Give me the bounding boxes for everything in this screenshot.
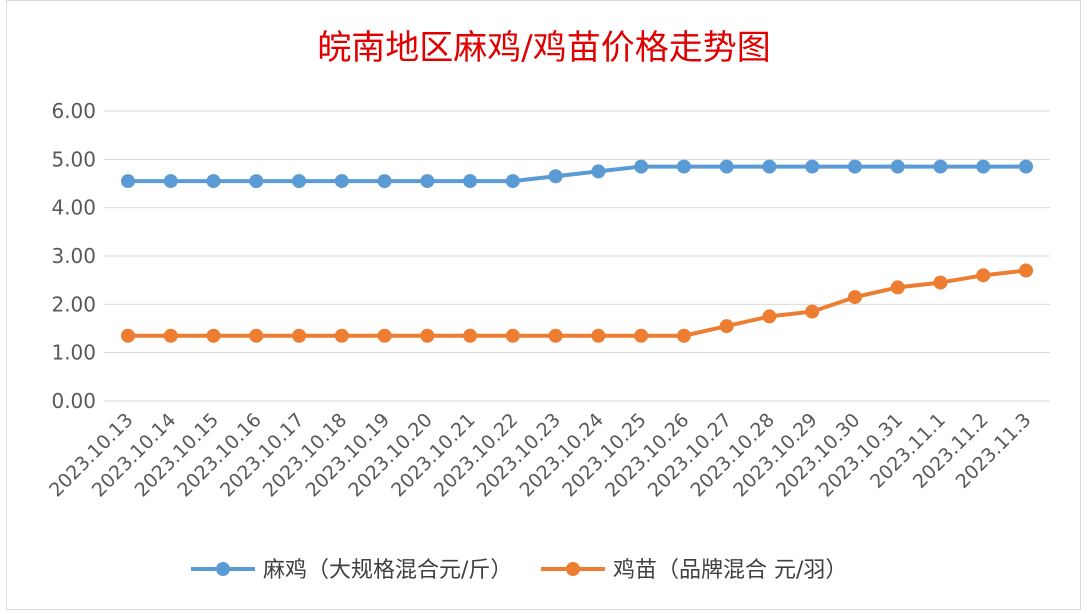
data-point: [933, 159, 948, 174]
data-point: [377, 328, 392, 343]
data-point: [890, 280, 905, 295]
y-tick-label: 0.00: [51, 389, 96, 413]
y-tick-label: 5.00: [51, 147, 96, 171]
data-point: [163, 174, 178, 189]
data-point: [719, 159, 734, 174]
data-point: [976, 268, 991, 283]
data-point: [163, 328, 178, 343]
data-point: [847, 159, 862, 174]
gridlines: [104, 110, 1050, 402]
data-point: [762, 159, 777, 174]
chart-frame: 皖南地区麻鸡/鸡苗价格走势图 0.00 1.00 2.00 3.00 4.00 5.00 6…: [6, 0, 1081, 610]
chart-title: 皖南地区麻鸡/鸡苗价格走势图: [317, 28, 770, 68]
data-point: [548, 328, 563, 343]
data-point: [634, 159, 649, 174]
y-tick-label: 4.00: [51, 196, 96, 220]
legend: 麻鸡（大规格混合元/斤） 鸡苗（品牌混合 元/羽）: [191, 558, 847, 583]
y-tick-label: 1.00: [51, 341, 96, 365]
data-point: [1019, 159, 1033, 174]
data-point: [121, 328, 135, 343]
data-point: [890, 159, 905, 174]
data-point: [420, 174, 435, 189]
data-point: [249, 174, 264, 189]
data-point: [976, 159, 991, 174]
data-point: [805, 304, 820, 319]
legend-label: 麻鸡（大规格混合元/斤）: [263, 558, 512, 583]
legend-marker: [216, 562, 230, 576]
data-point: [292, 174, 307, 189]
data-point: [634, 328, 649, 343]
data-point: [548, 169, 563, 184]
data-point: [206, 174, 221, 189]
data-point: [334, 174, 349, 189]
series-lines: [121, 159, 1033, 343]
legend-label: 鸡苗（品牌混合 元/羽）: [613, 558, 847, 583]
data-point: [505, 174, 520, 189]
data-point: [591, 328, 606, 343]
data-point: [719, 319, 734, 334]
series-line-2: [128, 268, 1027, 338]
line-chart: 皖南地区麻鸡/鸡苗价格走势图 0.00 1.00 2.00 3.00 4.00 5.00 6…: [45, 28, 1050, 583]
data-point: [334, 328, 349, 343]
data-point: [676, 328, 691, 343]
data-point: [206, 328, 221, 343]
data-point: [805, 159, 820, 174]
y-tick-label: 6.00: [51, 99, 96, 123]
y-tick-label: 2.00: [51, 292, 96, 316]
data-point: [463, 328, 478, 343]
data-point: [249, 328, 264, 343]
data-point: [377, 174, 392, 189]
data-point: [121, 174, 135, 189]
y-tick-label: 3.00: [51, 244, 96, 268]
data-point: [463, 174, 478, 189]
data-point: [676, 159, 691, 174]
data-point: [420, 328, 435, 343]
x-axis-ticks: 2023.10.132023.10.142023.10.152023.10.16…: [45, 409, 1035, 501]
data-point: [762, 309, 777, 324]
data-point: [292, 328, 307, 343]
data-point: [847, 290, 862, 305]
data-point: [1019, 263, 1033, 278]
data-point: [591, 164, 606, 179]
legend-marker: [566, 562, 580, 576]
data-point: [933, 275, 948, 290]
series-line-1: [128, 164, 1026, 184]
data-point: [505, 328, 520, 343]
y-axis-ticks: 0.00 1.00 2.00 3.00 4.00 5.00 6.00: [51, 99, 96, 413]
